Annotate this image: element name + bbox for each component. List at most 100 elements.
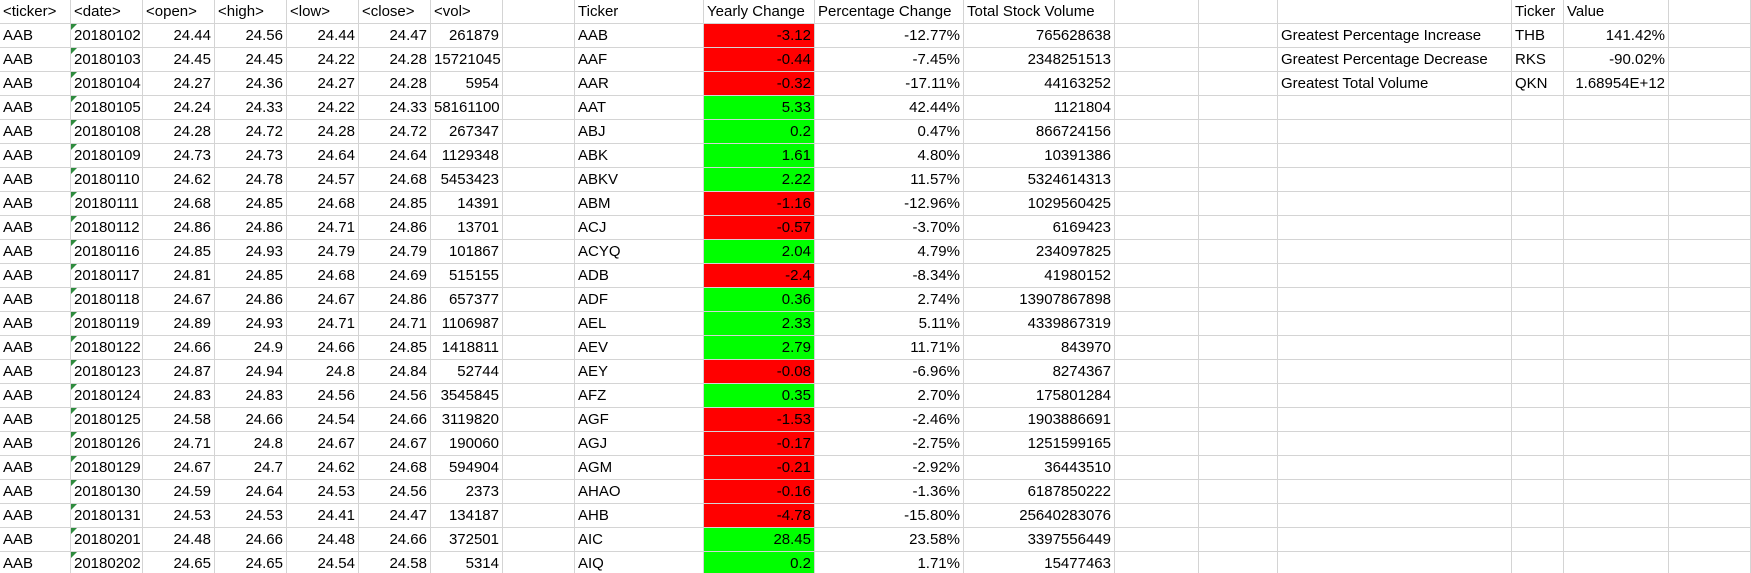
raw-cell[interactable]: 24.47 [359,504,431,528]
summary-cell[interactable]: AGF [575,408,704,432]
empty-cell[interactable] [1669,312,1751,336]
empty-cell[interactable] [1199,96,1278,120]
empty-cell[interactable] [1564,312,1669,336]
raw-cell[interactable]: 24.41 [287,504,359,528]
raw-cell[interactable]: 24.66 [359,408,431,432]
raw-cell[interactable]: 24.54 [287,408,359,432]
empty-cell[interactable] [503,336,575,360]
summary-cell[interactable]: ACJ [575,216,704,240]
raw-cell[interactable]: 24.57 [287,168,359,192]
summary-cell[interactable]: AEV [575,336,704,360]
raw-cell[interactable]: AAB [0,552,71,573]
raw-cell[interactable]: 20180110 [71,168,143,192]
raw-cell[interactable]: 24.66 [143,336,215,360]
raw-cell[interactable]: 24.66 [359,528,431,552]
empty-cell[interactable] [1512,216,1564,240]
summary-cell[interactable]: ACYQ [575,240,704,264]
summary-cell[interactable]: 6169423 [964,216,1115,240]
empty-cell[interactable] [503,312,575,336]
raw-cell[interactable]: 24.22 [287,48,359,72]
raw-cell[interactable]: 24.84 [359,360,431,384]
summary-cell[interactable]: -12.77% [815,24,964,48]
empty-cell[interactable] [1115,0,1199,24]
raw-cell[interactable]: AAB [0,528,71,552]
empty-cell[interactable] [1669,528,1751,552]
raw-cell[interactable]: 24.67 [359,432,431,456]
summary-cell[interactable]: AIC [575,528,704,552]
summary-cell[interactable]: -2.46% [815,408,964,432]
empty-cell[interactable] [1669,336,1751,360]
raw-cell[interactable]: 20180202 [71,552,143,573]
raw-cell[interactable]: 24.65 [143,552,215,573]
summary-cell[interactable]: 866724156 [964,120,1115,144]
raw-cell[interactable]: 5314 [431,552,503,573]
empty-cell[interactable] [1115,312,1199,336]
yearly-change-cell[interactable]: 0.2 [704,120,815,144]
summary-cell[interactable]: -7.45% [815,48,964,72]
raw-cell[interactable]: AAB [0,192,71,216]
empty-cell[interactable] [1278,240,1512,264]
raw-cell[interactable]: 24.71 [287,216,359,240]
empty-cell[interactable] [503,96,575,120]
empty-cell[interactable] [1199,48,1278,72]
raw-cell[interactable]: 20180116 [71,240,143,264]
raw-cell[interactable]: 20180124 [71,384,143,408]
empty-cell[interactable] [503,24,575,48]
yearly-change-cell[interactable]: 2.33 [704,312,815,336]
raw-cell[interactable]: 24.58 [143,408,215,432]
summary-cell[interactable]: ABM [575,192,704,216]
empty-cell[interactable] [1512,528,1564,552]
summary-cell[interactable]: ABK [575,144,704,168]
empty-cell[interactable] [1199,408,1278,432]
summary-column-header[interactable]: Total Stock Volume [964,0,1115,24]
raw-cell[interactable]: 1106987 [431,312,503,336]
summary-cell[interactable]: 36443510 [964,456,1115,480]
yearly-change-cell[interactable]: 28.45 [704,528,815,552]
empty-cell[interactable] [1199,384,1278,408]
empty-cell[interactable] [1115,384,1199,408]
raw-cell[interactable]: 24.44 [143,24,215,48]
raw-cell[interactable]: 24.66 [215,408,287,432]
empty-cell[interactable] [1669,24,1751,48]
raw-cell[interactable]: 24.66 [287,336,359,360]
yearly-change-cell[interactable]: -2.4 [704,264,815,288]
raw-cell[interactable]: 24.69 [359,264,431,288]
raw-cell[interactable]: 24.86 [359,216,431,240]
empty-cell[interactable] [503,384,575,408]
empty-cell[interactable] [1278,288,1512,312]
empty-cell[interactable] [1512,240,1564,264]
raw-cell[interactable]: 24.8 [215,432,287,456]
empty-cell[interactable] [503,144,575,168]
yearly-change-cell[interactable]: 0.35 [704,384,815,408]
yearly-change-cell[interactable]: 2.22 [704,168,815,192]
raw-cell[interactable]: 3119820 [431,408,503,432]
raw-cell[interactable]: 20180109 [71,144,143,168]
empty-cell[interactable] [1115,144,1199,168]
empty-cell[interactable] [503,288,575,312]
yearly-change-cell[interactable]: 5.33 [704,96,815,120]
raw-cell[interactable]: 24.7 [215,456,287,480]
empty-cell[interactable] [1199,336,1278,360]
raw-cell[interactable]: 24.68 [359,456,431,480]
empty-cell[interactable] [1669,432,1751,456]
summary-cell[interactable]: ABJ [575,120,704,144]
summary-column-header[interactable]: Percentage Change [815,0,964,24]
empty-cell[interactable] [1278,144,1512,168]
raw-cell[interactable]: 261879 [431,24,503,48]
raw-cell[interactable]: AAB [0,432,71,456]
summary-cell[interactable]: AEY [575,360,704,384]
empty-cell[interactable] [1115,360,1199,384]
empty-cell[interactable] [1115,528,1199,552]
empty-cell[interactable] [503,432,575,456]
empty-cell[interactable] [1115,72,1199,96]
raw-cell[interactable]: 24.53 [143,504,215,528]
raw-cell[interactable]: 24.65 [215,552,287,573]
raw-cell[interactable]: 24.48 [143,528,215,552]
yearly-change-cell[interactable]: 0.2 [704,552,815,573]
empty-cell[interactable] [1199,120,1278,144]
summary-cell[interactable]: 175801284 [964,384,1115,408]
empty-cell[interactable] [1199,240,1278,264]
raw-cell[interactable]: 515155 [431,264,503,288]
empty-cell[interactable] [503,0,575,24]
raw-cell[interactable]: 20180119 [71,312,143,336]
